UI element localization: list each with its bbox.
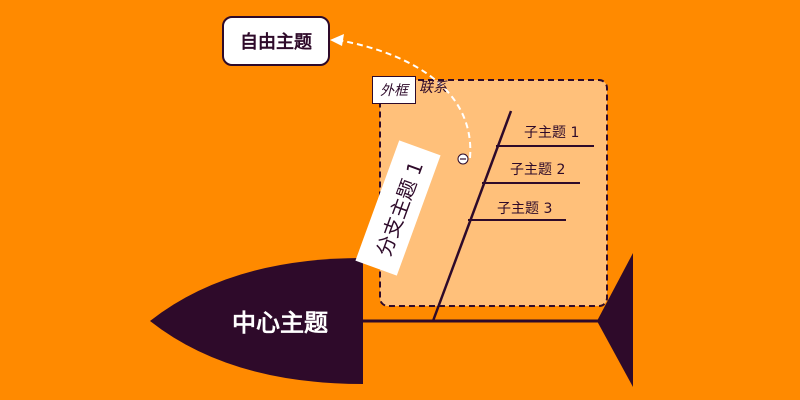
fish-head[interactable]: [150, 258, 363, 384]
subtopic-2[interactable]: 子主题 2: [510, 162, 566, 178]
subtopic-1[interactable]: 子主题 1: [524, 125, 580, 141]
free-topic[interactable]: 自由主题: [222, 16, 330, 66]
relationship-line[interactable]: [337, 39, 472, 159]
central-topic-label[interactable]: 中心主题: [232, 309, 328, 337]
boundary-tag-label: 外框: [380, 83, 408, 99]
fish-tail: [597, 253, 633, 387]
subtopic-3[interactable]: 子主题 3: [497, 201, 553, 217]
free-topic-label: 自由主题: [240, 32, 312, 53]
relationship-arrowhead: [330, 34, 344, 46]
boundary-tag[interactable]: 外框: [372, 76, 416, 104]
relationship-label[interactable]: 联系: [419, 80, 447, 96]
